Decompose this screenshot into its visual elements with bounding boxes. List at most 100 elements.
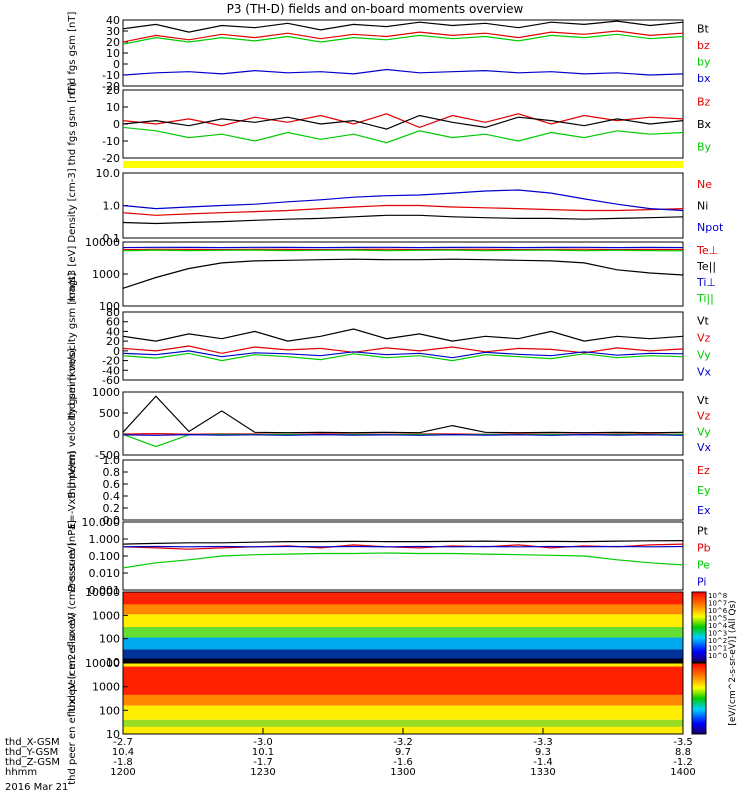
legend-bz: bz [697, 39, 710, 52]
footer-row-label: hhmm [5, 767, 37, 778]
colorbar-tick-label: 10^4 [708, 622, 728, 630]
footer-value: 8.8 [675, 747, 691, 758]
footer-value: -3.0 [253, 737, 273, 748]
legend-Ti||: Ti|| [696, 292, 714, 305]
y-tick-label: 0.001 [89, 584, 121, 597]
footer-value: 1400 [670, 767, 695, 778]
legend-Bt: Bt [697, 22, 710, 35]
legend-Bx: Bx [697, 118, 712, 131]
y-tick-label: 0.1 [103, 232, 121, 245]
panel-vxb: 1.00.80.60.40.20.0 E=-VxB [mV/m] Ez Ey Ex [67, 451, 711, 529]
series-line-Vy [122, 433, 684, 448]
colorbar-tick-label: 10^2 [708, 637, 727, 645]
series-line-Vx [122, 433, 684, 436]
y-tick-label: 40 [106, 14, 120, 27]
legend-Vx: Vx [697, 366, 712, 379]
series-line-Bz [122, 113, 684, 129]
series-line-Vy [122, 352, 684, 362]
y-tick-label: 0.4 [103, 490, 121, 503]
figure-title: P3 (TH-D) fields and on-board moments ov… [226, 2, 524, 16]
y-tick-label: -10 [102, 69, 120, 82]
panel-density: 10.0 1.0 0.1 Density [cm-3] Ne Ni Npot [67, 167, 724, 245]
legend-Pt: Pt [697, 525, 709, 538]
spectrogram-band [123, 666, 683, 695]
panel-frame [122, 521, 684, 591]
legend-Vt: Vt [697, 394, 710, 407]
spectrogram-band [123, 658, 683, 662]
y-tick-label: 0.100 [89, 550, 121, 563]
y-axis-label: thd peir en eflux eV (cm2-s-sr-eV) [67, 542, 78, 711]
legend-Npot: Npot [697, 221, 724, 234]
y-axis-label: thd peer en eflux eV (cm2-s-sr-eV) [67, 612, 78, 785]
y-tick-label: 0.2 [103, 502, 121, 515]
series-line-Vz [122, 345, 684, 354]
series-line-Bt [122, 20, 684, 33]
spectrogram-band [123, 592, 683, 605]
spectrogram-band [123, 604, 683, 615]
series-line-Ti|| [122, 249, 684, 252]
footer-value: 1230 [250, 767, 275, 778]
y-tick-label: 0 [113, 428, 120, 441]
y-tick-label: 500 [99, 407, 120, 420]
colorbar-tick-label: 10^3 [708, 630, 727, 638]
y-tick-label: 10.000 [82, 516, 121, 529]
footer-value: 10.1 [252, 747, 274, 758]
y-tick-label: 10 [106, 101, 120, 114]
spectrogram-band [123, 719, 683, 727]
footer-value: 10.4 [112, 747, 134, 758]
footer-value: -3.2 [393, 737, 413, 748]
y-tick-label: 10 [106, 656, 120, 669]
y-tick-label: 10.0 [96, 167, 121, 180]
colorbar-tick-label: 10^6 [708, 607, 728, 615]
y-tick-label: 1.0 [103, 200, 121, 213]
y-tick-label: 10000 [85, 657, 120, 670]
series-line-Vt [122, 328, 684, 342]
legend-Vy: Vy [697, 425, 711, 438]
footer-row-label: thd_Z-GSM [5, 757, 60, 768]
colorbar-tick-label: 10^0 [708, 652, 727, 660]
footer-value: -2.7 [113, 737, 133, 748]
legend-Ey: Ey [697, 484, 711, 497]
legend-Ex: Ex [697, 504, 711, 517]
series-line-bz [122, 30, 684, 43]
legend-Vt: Vt [697, 315, 710, 328]
series-line-Pt [122, 539, 684, 545]
legend-Vz: Vz [697, 410, 711, 423]
series-line-Ne [122, 204, 684, 216]
y-tick-label: 1.0 [103, 454, 121, 467]
y-tick-label: 1000 [92, 681, 120, 694]
footer-value: -1.6 [393, 757, 413, 768]
panel-frame [122, 311, 684, 381]
legend-Te||: Te|| [696, 260, 716, 273]
legend-by: by [697, 55, 711, 68]
spectrogram-band [123, 663, 683, 667]
y-tick-label: 1000 [92, 268, 120, 281]
series-line-By [122, 126, 684, 144]
footer-value: 1300 [390, 767, 415, 778]
y-tick-label: 0 [113, 58, 120, 71]
series-line-by [122, 33, 684, 45]
colorbar-tick-label: 10^5 [708, 615, 727, 623]
y-tick-label: 30 [106, 25, 120, 38]
y-tick-label: 80 [106, 306, 120, 319]
legend-Ez: Ez [697, 464, 710, 477]
panel-fgsdetr: 20 10 0 -10 -20 thd fgs gsm [nT] Bz Bx By [67, 83, 712, 166]
y-axis-label: Density [cm-3] [67, 168, 78, 242]
panel-frame [122, 89, 684, 159]
panel-frame [122, 459, 684, 521]
y-tick-label: 10000 [85, 236, 120, 249]
y-axis-label: thd peim velocity gsm [km/s] [67, 273, 78, 420]
panel-frame [122, 241, 684, 307]
series-line-Te|| [122, 258, 684, 289]
panel-frame [122, 391, 684, 456]
y-tick-label: 20 [106, 36, 120, 49]
legend-Ti⊥: Ti⊥ [696, 276, 716, 289]
footer-value: 9.7 [395, 747, 411, 758]
y-tick-label: 100 [99, 633, 120, 646]
panel-peem: 1000 500 0 -500 thd peem velocity gsm [km/s]… [67, 348, 712, 498]
y-tick-label: 0.010 [89, 567, 121, 580]
y-tick-label: 1.000 [89, 533, 121, 546]
